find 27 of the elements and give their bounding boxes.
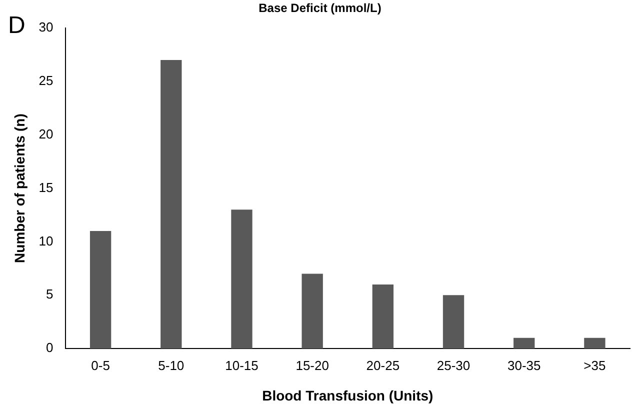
x-tick-label: 0-5 (91, 358, 110, 373)
bar (90, 231, 112, 349)
text: Base Deficit (mmol/L) (258, 1, 382, 15)
y-tick-label: 30 (38, 20, 54, 35)
x-tick-label: 30-35 (507, 358, 541, 373)
y-tick-label: 15 (38, 180, 54, 195)
bar (231, 210, 252, 349)
bar (160, 60, 182, 349)
x-tick-label: 5-10 (158, 358, 184, 373)
y-tick-label: 20 (38, 126, 54, 142)
y-tick-label: 5 (46, 286, 54, 302)
x-tick-label: >35 (584, 358, 606, 373)
bar (442, 295, 464, 349)
y-tick-label: 10 (38, 233, 54, 248)
bar (302, 274, 323, 349)
y-tick-label: 25 (38, 73, 54, 88)
y-tick-label: 0 (46, 340, 54, 356)
bar (514, 338, 535, 349)
x-tick-label: 25-30 (436, 358, 470, 373)
x-axis-title: Blood Transfusion (Units) (262, 387, 434, 404)
x-tick-label: 10-15 (225, 358, 258, 373)
bar (584, 338, 606, 349)
text: D (8, 12, 26, 40)
bar (372, 284, 394, 349)
x-tick-label: 20-25 (366, 358, 400, 373)
x-tick-label: 15-20 (296, 358, 329, 373)
y-axis-title: Number of patients (n) (11, 114, 28, 263)
